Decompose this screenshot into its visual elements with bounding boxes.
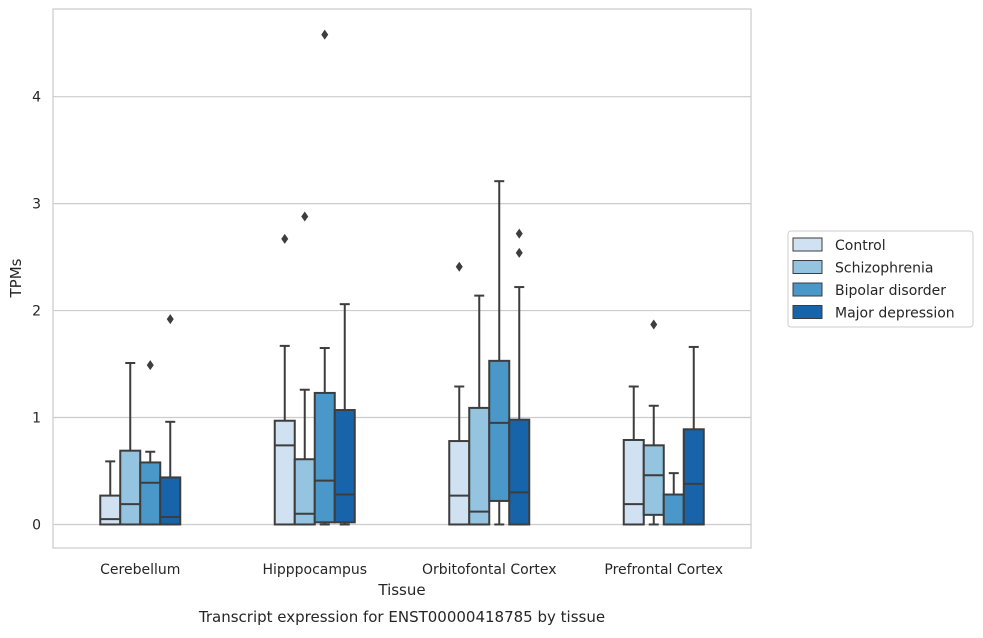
box-control — [622, 385, 645, 526]
legend-swatch — [792, 237, 823, 252]
outlier-point — [321, 29, 329, 40]
box-iqr — [313, 391, 336, 524]
y-tick-labels: 0 1 2 3 4 — [32, 90, 41, 534]
legend-label: Control — [835, 238, 886, 254]
legend-swatch — [792, 282, 823, 297]
box-iqr — [139, 461, 162, 526]
outlier-point — [281, 233, 289, 244]
box-iqr — [448, 440, 471, 526]
x-tick-label: Orbitofontal Cortex — [422, 562, 557, 578]
box-iqr — [662, 493, 685, 526]
outlier-point — [650, 319, 658, 330]
box-iqr — [622, 438, 645, 526]
legend: Control Schizophrenia Bipolar disorder Majo… — [787, 230, 974, 328]
legend-label: Major depression — [835, 306, 955, 322]
box-iqr — [99, 494, 122, 526]
outlier-point — [515, 228, 523, 239]
legend-swatch — [792, 260, 823, 274]
x-tick-labels: Cerebellum Hipppocampus Orbitofontal Corte… — [100, 562, 723, 578]
legend-label: Schizophrenia — [835, 261, 933, 277]
box-major-depression — [159, 314, 182, 526]
box-iqr — [333, 409, 356, 524]
box-iqr — [508, 418, 531, 526]
box-iqr — [488, 359, 511, 502]
box-series — [99, 29, 705, 526]
x-tick-label: Prefrontal Cortex — [604, 562, 723, 578]
box-major-depression — [508, 228, 531, 526]
plot-frame — [52, 8, 752, 549]
x-tick-label: Hipppocampus — [262, 562, 367, 578]
outlier-point — [301, 211, 309, 222]
legend-label: Bipolar disorder — [835, 283, 946, 299]
outlier-point — [455, 261, 463, 272]
y-tick-label: 0 — [32, 517, 41, 533]
box-iqr — [642, 444, 665, 516]
box-iqr — [273, 419, 296, 526]
box-iqr — [682, 428, 705, 526]
outlier-point — [166, 314, 174, 325]
outlier-point — [146, 360, 154, 371]
x-tick-label: Cerebellum — [100, 562, 180, 578]
y-tick-label: 3 — [32, 197, 41, 213]
box-iqr — [159, 476, 182, 526]
x-axis-label: Tissue — [377, 581, 425, 599]
figure-caption: Transcript expression for ENST0000041878… — [198, 608, 605, 626]
box-control — [99, 460, 122, 526]
box-schizophrenia — [642, 319, 665, 526]
box-major-depression — [682, 345, 705, 526]
outlier-point — [515, 247, 523, 258]
y-tick-label: 2 — [32, 304, 41, 320]
box-iqr — [119, 449, 142, 526]
box-major-depression — [333, 303, 356, 526]
y-tick-label: 4 — [32, 90, 41, 106]
box-iqr — [468, 406, 491, 526]
legend-swatch — [792, 305, 823, 319]
legend-frame — [787, 230, 974, 328]
y-axis-label: TPMs — [7, 258, 25, 298]
box-schizophrenia — [293, 211, 316, 526]
y-tick-label: 1 — [32, 411, 41, 427]
